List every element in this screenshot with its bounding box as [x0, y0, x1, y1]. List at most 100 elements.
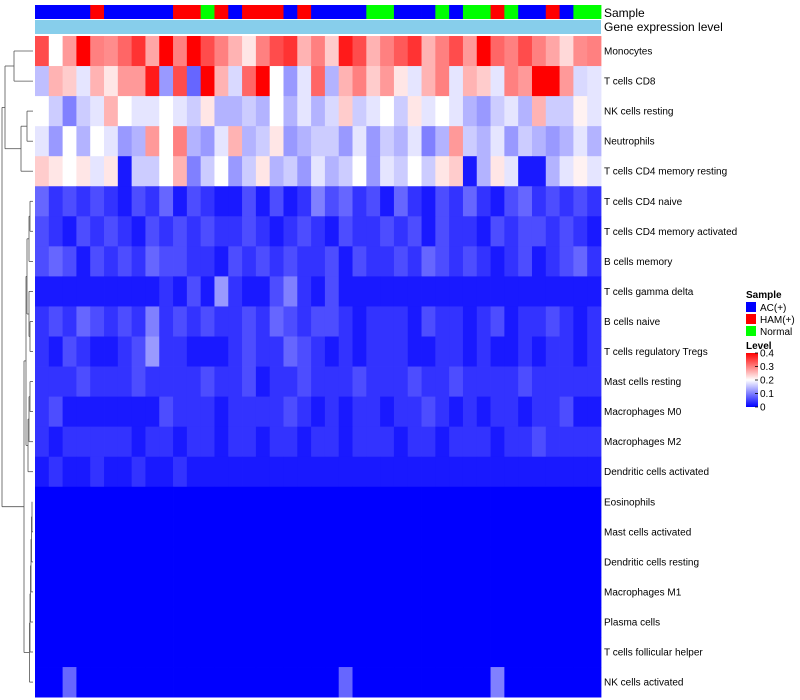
heatmap-cell [366, 306, 381, 337]
heatmap-cell [311, 637, 326, 668]
heatmap-cell [435, 516, 450, 548]
heatmap-cell [311, 36, 326, 67]
heatmap-cell [62, 486, 77, 518]
sample-annotation-cell [297, 5, 312, 19]
heatmap-cell [490, 606, 505, 638]
heatmap-cell [393, 637, 409, 668]
heatmap-cell [421, 486, 436, 518]
heatmap-cell [421, 336, 436, 367]
heatmap-cell [200, 96, 215, 127]
sample-annotation-cell [504, 5, 519, 19]
heatmap-cell [531, 667, 547, 698]
heatmap-cell [518, 396, 533, 428]
heatmap-cell [573, 456, 588, 488]
heatmap-cell [407, 246, 422, 277]
heatmap-cell [76, 396, 91, 428]
heatmap-cell [366, 426, 381, 458]
heatmap-cell [117, 546, 133, 578]
heatmap-cell [338, 486, 353, 518]
heatmap-cell [324, 246, 340, 277]
heatmap-cell [76, 576, 91, 608]
heatmap-cell [449, 96, 464, 127]
heatmap-cell [393, 276, 409, 307]
heatmap-cell [421, 36, 436, 67]
heatmap-cell [311, 96, 326, 127]
heatmap-cell [214, 366, 229, 397]
sample-annotation-cell [393, 5, 409, 19]
heatmap-cell [559, 366, 574, 397]
heatmap-cell [131, 246, 146, 277]
sample-annotation-cell [131, 5, 146, 19]
heatmap-cell [159, 276, 174, 307]
heatmap-cell [573, 426, 588, 458]
heatmap-cell [283, 667, 298, 698]
heatmap-cell [559, 96, 574, 127]
heatmap-cell [573, 276, 588, 307]
heatmap-cell [559, 396, 574, 428]
heatmap-cell [462, 667, 478, 698]
heatmap-cell [200, 216, 215, 247]
heatmap-cell [269, 637, 284, 668]
heatmap-cell [366, 216, 381, 247]
heatmap-cell [90, 186, 105, 217]
heatmap-cell [283, 426, 298, 458]
heatmap-cell [200, 246, 215, 277]
heatmap-cell [186, 516, 202, 548]
heatmap-cell [242, 516, 257, 548]
heatmap-cell [366, 546, 381, 578]
heatmap-cell [173, 667, 188, 698]
heatmap-cell [393, 396, 409, 428]
heatmap-cell [380, 486, 395, 518]
heatmap-cell [48, 186, 63, 217]
heatmap-cell [104, 486, 119, 518]
heatmap-cell [352, 667, 367, 698]
heatmap-cell [48, 516, 63, 548]
heatmap-cell [352, 156, 367, 187]
heatmap-cell [504, 426, 519, 458]
heatmap-cell [421, 366, 436, 397]
sample-annotation-cell [228, 5, 243, 19]
heatmap-cell [62, 637, 77, 668]
heatmap-cell [573, 66, 588, 97]
heatmap-cell [324, 637, 340, 668]
heatmap-cell [76, 456, 91, 488]
heatmap-cell [104, 516, 119, 548]
heatmap-cell [476, 96, 491, 127]
heatmap-cell [518, 366, 533, 397]
heatmap-cell [366, 486, 381, 518]
heatmap-cell [242, 396, 257, 428]
heatmap-cell [76, 216, 91, 247]
heatmap-cell [338, 516, 353, 548]
heatmap-cell [545, 396, 560, 428]
heatmap-cell [476, 606, 491, 638]
heatmap-cell [573, 516, 588, 548]
heatmap-cell [352, 637, 367, 668]
heatmap-cell [324, 396, 340, 428]
heatmap-cell [283, 36, 298, 67]
heatmap-cell [545, 576, 560, 608]
heatmap-cell [393, 486, 409, 518]
heatmap-cell [531, 456, 547, 488]
heatmap-cell [214, 246, 229, 277]
heatmap-cell [104, 216, 119, 247]
heatmap-cell [587, 126, 602, 157]
heatmap-cell [214, 276, 229, 307]
row-label: T cells gamma delta [604, 287, 694, 298]
heatmap-cell [352, 66, 367, 97]
heatmap-cell [145, 667, 160, 698]
heatmap-cell [131, 276, 146, 307]
heatmap-cell [338, 276, 353, 307]
heatmap-cell [214, 667, 229, 698]
heatmap-cell [297, 336, 312, 367]
heatmap-cell [228, 516, 243, 548]
heatmap-cell [324, 96, 340, 127]
legend-tick-label: 0.1 [760, 389, 774, 400]
heatmap-cell [283, 276, 298, 307]
heatmap-cell [531, 546, 547, 578]
heatmap-cell [476, 336, 491, 367]
heatmap-cell [352, 186, 367, 217]
heatmap-cell [145, 276, 160, 307]
heatmap-cell [48, 667, 63, 698]
row-labels: Monocytes T cells CD8 NK cells resting Neut… [604, 47, 737, 689]
heatmap-cell [324, 186, 340, 217]
